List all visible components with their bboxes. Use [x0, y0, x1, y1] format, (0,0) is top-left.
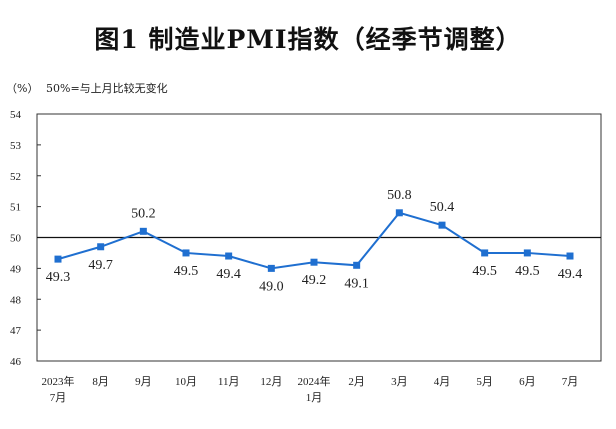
y-tick-label: 49	[10, 263, 22, 275]
data-point-marker	[225, 252, 233, 260]
data-label: 49.7	[88, 258, 113, 273]
y-tick-label: 51	[10, 202, 21, 214]
x-tick-label: 2024年	[298, 374, 331, 388]
data-label: 49.4	[216, 267, 241, 282]
data-point-marker	[353, 261, 361, 269]
x-tick-label: 11月	[218, 376, 240, 388]
data-point-marker	[310, 258, 318, 266]
data-point-marker	[182, 249, 190, 257]
data-point-marker	[481, 249, 489, 257]
data-label: 49.5	[174, 264, 199, 279]
x-tick-label: 1月	[306, 392, 323, 404]
x-tick-label: 12月	[260, 376, 282, 388]
data-point-marker	[566, 252, 574, 260]
data-point-marker	[139, 227, 147, 235]
y-tick-label: 53	[10, 140, 22, 152]
y-tick-label: 46	[10, 356, 22, 368]
y-tick-label: 47	[10, 325, 22, 337]
x-tick-label: 10月	[175, 376, 197, 388]
x-tick-label: 6月	[519, 376, 536, 388]
data-label: 49.3	[46, 270, 71, 285]
y-tick-label: 54	[10, 109, 22, 121]
data-label: 50.4	[430, 200, 455, 215]
x-tick-label: 7月	[50, 392, 67, 404]
data-label: 50.2	[131, 206, 156, 221]
data-point-marker	[395, 209, 403, 217]
y-tick-label: 52	[10, 171, 21, 183]
data-label: 49.4	[558, 267, 583, 282]
data-label: 49.2	[302, 273, 327, 288]
data-point-marker	[438, 221, 446, 229]
x-tick-label: 7月	[562, 376, 579, 388]
x-tick-label: 3月	[391, 376, 408, 388]
x-tick-label: 4月	[434, 376, 451, 388]
y-tick-label: 50	[10, 233, 22, 245]
data-label: 49.0	[259, 279, 284, 294]
data-point-marker	[97, 243, 105, 251]
data-label: 49.1	[344, 276, 369, 291]
data-label: 49.5	[515, 264, 540, 279]
data-label: 50.8	[387, 188, 412, 203]
y-axis-unit: （%）	[6, 82, 39, 95]
y-tick-label: 48	[10, 294, 22, 306]
x-tick-label: 5月	[476, 376, 493, 388]
chart-title: 图1 制造业PMI指数（经季节调整）	[94, 25, 522, 54]
x-tick-label: 2023年	[42, 374, 75, 388]
x-tick-label: 9月	[135, 376, 152, 388]
data-point-marker	[54, 255, 62, 263]
data-point-marker	[523, 249, 531, 257]
data-point-marker	[267, 264, 275, 272]
x-tick-label: 2月	[348, 376, 365, 388]
x-tick-label: 8月	[92, 376, 109, 388]
chart-annotation: 50%=与上月比较无变化	[46, 82, 168, 95]
data-label: 49.5	[472, 264, 497, 279]
